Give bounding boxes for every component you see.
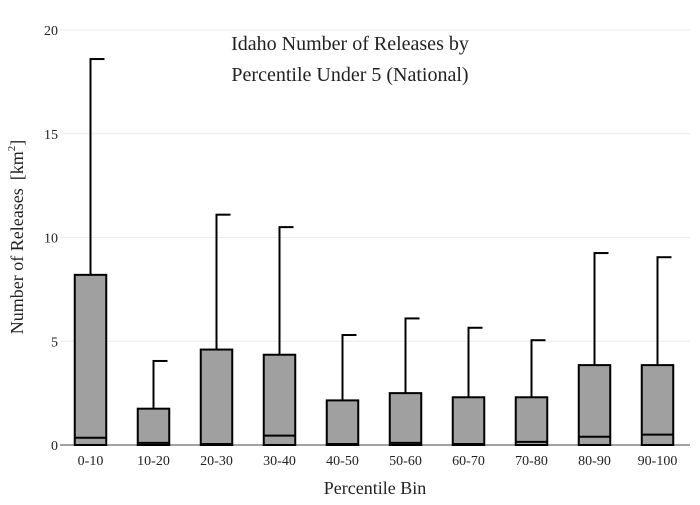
box-body	[325, 399, 360, 447]
x-tick-label: 50-60	[389, 454, 422, 469]
box-body	[199, 348, 234, 446]
y-tick-label: 15	[44, 128, 58, 143]
x-tick-label: 10-20	[137, 454, 170, 469]
x-tick-label: 0-10	[78, 454, 104, 469]
box-body	[640, 364, 675, 446]
box-body	[514, 396, 549, 446]
x-tick-label: 60-70	[452, 454, 485, 469]
y-tick-label: 0	[51, 439, 58, 454]
y-axis-title: Number of Releases [km2]	[6, 140, 27, 334]
y-axis-unit-sup: 2	[6, 146, 18, 152]
chart-title-line-1: Idaho Number of Releases by	[231, 33, 469, 55]
x-tick-label: 70-80	[515, 454, 548, 469]
x-tick-label: 30-40	[263, 454, 296, 469]
chart-title-line-2: Percentile Under 5 (National)	[231, 64, 468, 86]
box-body	[136, 407, 171, 446]
box-body	[388, 392, 423, 446]
box-body	[451, 396, 486, 446]
grid-layer	[60, 29, 690, 342]
x-tick-label: 90-100	[638, 454, 678, 469]
y-axis-unit-suffix: ]	[7, 140, 27, 146]
x-tick-label: 80-90	[578, 454, 611, 469]
box-body	[73, 273, 108, 446]
x-tick-label: 40-50	[326, 454, 359, 469]
y-axis-unit-prefix: [km	[7, 151, 27, 180]
x-tick-label: 20-30	[200, 454, 233, 469]
y-tick-label: 10	[44, 232, 58, 247]
box-body	[577, 364, 612, 446]
y-axis-title-text: Number of Releases	[7, 188, 27, 334]
box-layer	[73, 58, 675, 447]
label-layer: 0 5 10 15 20 0-10 10-20 20-30 30-40 40-50 50-60 60-…	[44, 24, 677, 469]
box-body	[262, 353, 297, 446]
y-tick-label: 5	[51, 335, 58, 350]
x-axis-title: Percentile Bin	[324, 478, 426, 498]
y-tick-label: 20	[44, 24, 58, 39]
